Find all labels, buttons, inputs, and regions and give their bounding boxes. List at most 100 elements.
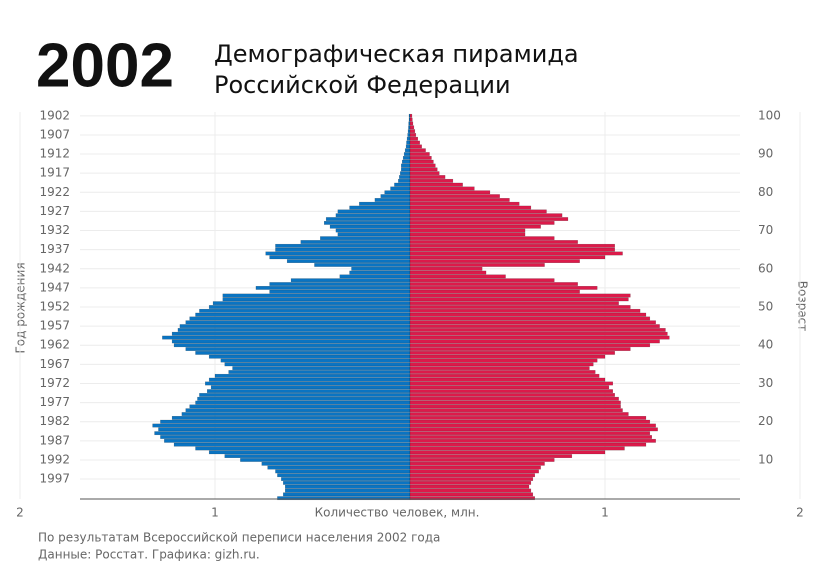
y2-tick-label: 30 xyxy=(758,376,773,390)
bar xyxy=(290,278,411,283)
x-tick-label: 2 xyxy=(16,506,24,520)
bar xyxy=(409,370,596,374)
bar xyxy=(409,289,580,294)
bar xyxy=(409,217,569,221)
source: Данные: Росстат. Графика: gizh.ru. xyxy=(38,548,260,562)
bar xyxy=(162,335,411,340)
bar xyxy=(208,450,411,455)
y-tick-label: 1922 xyxy=(39,185,70,199)
bar xyxy=(409,461,545,466)
y-tick-label: 1967 xyxy=(39,357,70,371)
bar xyxy=(409,324,660,329)
bar xyxy=(409,297,629,302)
bar xyxy=(409,328,666,332)
y-tick-label: 1952 xyxy=(39,300,70,314)
y-tick-label: 1942 xyxy=(39,261,70,275)
bar xyxy=(409,167,438,172)
bar xyxy=(409,148,426,153)
bar xyxy=(409,450,606,455)
bar xyxy=(267,465,411,470)
y2-axis-label: Возраст xyxy=(796,281,810,332)
y-tick-label: 1947 xyxy=(39,280,70,294)
bar xyxy=(409,488,532,493)
y-tick-label: 1932 xyxy=(39,223,70,237)
bar xyxy=(409,446,625,451)
bar xyxy=(409,171,440,176)
y-tick-label: 1992 xyxy=(39,452,70,466)
bar xyxy=(199,308,411,313)
bar xyxy=(409,442,647,447)
bar xyxy=(409,159,434,164)
bar xyxy=(409,381,614,386)
bar xyxy=(409,175,446,179)
bar xyxy=(269,255,411,260)
bar xyxy=(212,301,411,306)
bar xyxy=(402,155,411,160)
bar xyxy=(206,389,411,394)
bar xyxy=(409,228,526,233)
bar xyxy=(409,121,414,126)
bar xyxy=(409,263,545,267)
bar xyxy=(409,224,541,229)
bar xyxy=(283,481,411,485)
bar xyxy=(409,423,656,428)
bar xyxy=(160,419,411,424)
bar xyxy=(409,243,615,248)
bar xyxy=(380,194,411,198)
y-tick-label: 1997 xyxy=(39,472,70,486)
bar xyxy=(409,247,615,252)
bar xyxy=(154,431,411,436)
bar xyxy=(399,175,411,179)
y2-tick-label: 50 xyxy=(758,300,773,314)
y-tick-label: 1937 xyxy=(39,242,70,256)
bar xyxy=(195,351,411,355)
bar xyxy=(197,396,411,401)
bar xyxy=(409,396,619,401)
x-tick-label: 2 xyxy=(796,506,804,520)
bar xyxy=(359,201,411,206)
x-tick-label: 1 xyxy=(211,506,219,520)
bar xyxy=(275,247,411,252)
bar xyxy=(409,492,534,497)
bar xyxy=(164,438,411,443)
bar xyxy=(222,293,411,298)
bar xyxy=(409,331,668,336)
bar xyxy=(409,362,594,367)
bar xyxy=(285,488,411,493)
bar xyxy=(240,458,411,462)
bar xyxy=(285,484,411,489)
bar xyxy=(409,351,615,355)
bar xyxy=(409,469,539,474)
bar xyxy=(409,190,491,195)
bar xyxy=(349,205,411,210)
y-tick-label: 1907 xyxy=(39,127,70,141)
bar xyxy=(337,232,411,237)
bar xyxy=(409,255,606,260)
bar xyxy=(409,454,573,459)
chart-subtitle: Российской Федерации xyxy=(214,71,511,99)
bar xyxy=(171,339,411,344)
bar xyxy=(409,205,532,210)
bar xyxy=(185,408,411,413)
bar xyxy=(185,347,411,351)
bar xyxy=(325,217,411,221)
bar xyxy=(409,209,547,214)
bar xyxy=(329,224,411,229)
y2-tick-label: 80 xyxy=(758,185,773,199)
bar xyxy=(300,240,411,244)
bar xyxy=(409,496,536,501)
bar xyxy=(407,129,411,133)
bar xyxy=(409,400,621,405)
bar xyxy=(195,400,411,405)
bar xyxy=(409,213,563,218)
bar xyxy=(409,343,651,348)
y2-tick-label: 40 xyxy=(758,338,773,352)
bar xyxy=(409,155,432,160)
bar xyxy=(409,163,436,168)
bar xyxy=(351,266,411,271)
chart-title: Демографическая пирамида xyxy=(214,40,579,68)
bar xyxy=(222,297,411,302)
x-tick-label: 1 xyxy=(601,506,609,520)
bar xyxy=(220,358,411,363)
